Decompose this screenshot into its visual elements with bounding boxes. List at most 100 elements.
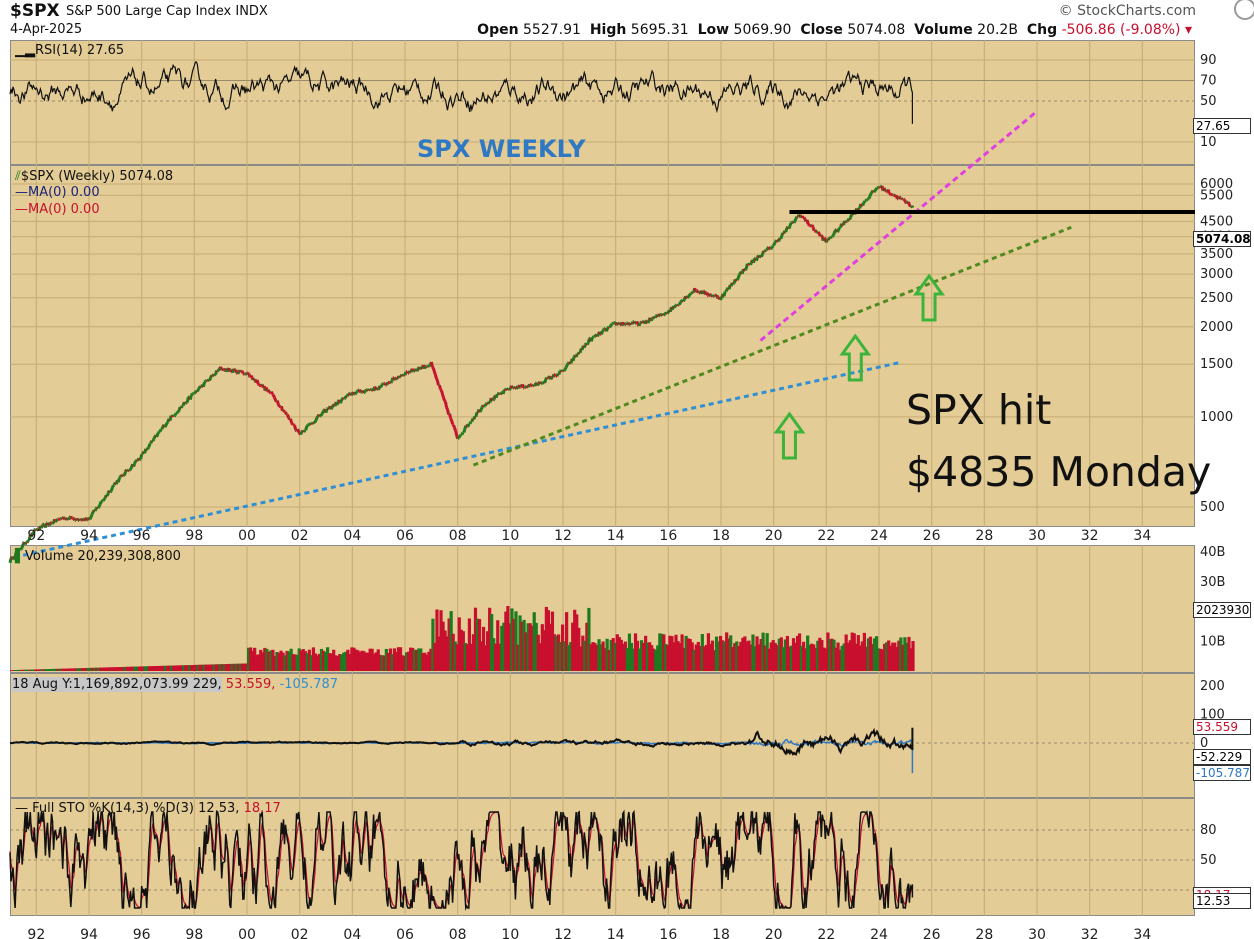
menu-circle-icon[interactable] [1234,0,1254,20]
volume-bar [423,652,427,671]
volume-bar [870,643,875,671]
volume-bar [82,668,87,671]
x-tick-label: 20 [765,927,783,939]
price-segment [18,547,22,551]
price-segment [355,390,359,394]
volume-bar [743,636,747,671]
price-segment [576,351,581,355]
volume-bar [323,652,328,671]
volume-bar [301,649,305,671]
price-segment [694,289,698,293]
volume-bar [44,669,48,671]
price-segment [635,320,640,325]
volume-bar [737,646,741,671]
volume-bar [457,617,461,671]
x-tick-label: 04 [343,528,361,544]
price-segment [405,370,410,374]
price-segment [358,389,362,393]
volume-bar [484,645,488,671]
volume-bar [808,644,812,671]
price-segment [313,421,316,425]
volume-bar [149,666,153,671]
volume-bar [716,641,721,671]
price-segment [760,253,764,258]
volume-bar [650,645,654,671]
volume-bar [285,650,289,671]
price-segment [158,428,163,433]
volume-bar [91,667,95,671]
price-segment [483,403,488,407]
volume-bar [767,648,771,671]
volume-bar [289,648,293,671]
volume-bar [366,652,370,671]
price-segment [271,394,276,398]
x-tick-label: 24 [870,927,888,939]
price-segment [662,313,666,317]
volume-bar [818,637,822,671]
volume-bar [263,647,267,671]
price-segment [23,541,28,546]
price-segment [792,220,797,224]
volume-bar [838,649,842,671]
price-tick-6000: 6000 [1200,177,1233,192]
volume-bar [583,640,587,671]
volume-bar [658,633,662,671]
price-segment [284,411,288,416]
volume-bar [741,637,745,671]
price-segment [442,397,446,401]
volume-bar [413,649,417,671]
price-segment [146,446,150,450]
volume-bar [76,668,81,671]
volume-bar [901,644,905,671]
volume-bar [28,669,32,671]
price-segment [145,447,148,451]
price-segment [869,191,874,195]
price-segment [362,391,366,395]
price-segment [373,385,377,390]
volume-bar [753,646,757,671]
price-segment [474,412,479,418]
price-segment [450,419,455,425]
volume-bar [473,607,478,671]
volume-bar [461,631,465,671]
volume-bar [441,621,445,671]
price-segment [392,376,397,380]
price-segment [796,214,801,218]
trendline-overlay [22,110,1195,557]
volume-bar [684,635,688,671]
volume-bar [781,647,785,671]
volume-bar [615,634,619,671]
price-segment [768,247,772,251]
price-segment [543,378,548,384]
price-segment [435,377,439,382]
volume-bar [228,663,232,671]
volume-bar [763,645,767,671]
volume-bar [481,626,486,671]
volume-bar [36,669,40,671]
volume-bar [552,634,557,671]
volume-bar [93,667,97,671]
price-segment [626,322,631,326]
price-tick-500: 500 [1200,500,1225,515]
price-segment [286,414,290,419]
price-segment [193,391,197,395]
price-segment [236,371,241,375]
volume-bar [475,618,480,671]
volume-bar [909,648,913,671]
price-segment [194,390,198,394]
price-segment [176,409,181,413]
price-segment [566,361,571,365]
price-segment [203,380,207,384]
price-segment [810,224,815,229]
volume-bar [814,647,818,671]
volume-bar [727,638,731,671]
price-segment [848,216,852,221]
volume-bar [899,637,903,671]
price-segment [512,386,516,390]
macd-legend: 18 Aug Y:1,169,892,073.99 229, 53.559, -… [12,677,338,692]
volume-bar [60,668,64,671]
volume-bar [14,669,18,671]
volume-bar [95,667,99,671]
price-segment [422,366,427,370]
price-segment [282,409,286,413]
